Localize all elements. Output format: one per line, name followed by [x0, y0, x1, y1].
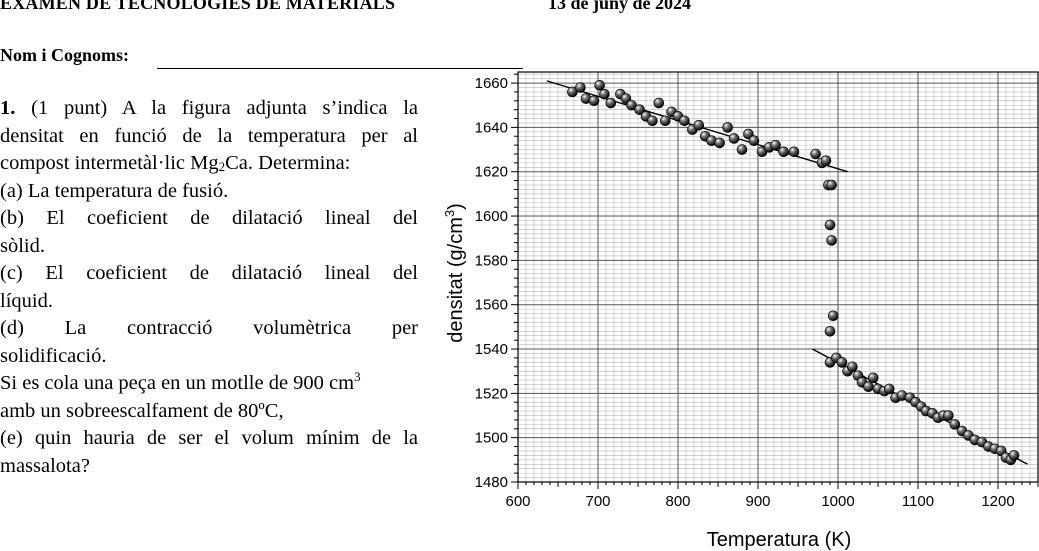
- y-axis-label-exponent: 3: [442, 210, 457, 217]
- data-point: [883, 383, 895, 395]
- y-axis-label-main: densitat (g/cm: [445, 217, 467, 343]
- question-1: 1. (1 punt) A la figura adjunta s’indica…: [0, 95, 418, 480]
- y-tick-label: 1580: [475, 252, 508, 269]
- data-point: [748, 135, 760, 147]
- data-point: [605, 97, 617, 109]
- data-point: [867, 372, 879, 384]
- data-point: [599, 88, 610, 100]
- exam-date: 13 de juny de 2024: [548, 0, 692, 13]
- axis-ticks: [511, 73, 1039, 489]
- name-field-label: Nom i Cognoms:: [0, 45, 129, 65]
- data-point: [788, 146, 800, 158]
- question-line-2: densitat en funció de la temperatura per…: [0, 124, 418, 147]
- casting-volume-exponent: 3: [354, 369, 361, 384]
- item-d: (d) La contracció volumètrica per: [0, 317, 418, 339]
- item-c-cont: líquid.: [0, 289, 53, 312]
- data-point: [770, 139, 781, 151]
- y-tick-label: 1520: [475, 385, 508, 402]
- data-point: [575, 82, 586, 93]
- data-point: [714, 137, 725, 149]
- x-tick-label: 1100: [902, 493, 934, 510]
- question-text: (1 punt) A la figura adjunta s’indica la: [15, 97, 418, 119]
- data-point: [594, 79, 605, 91]
- y-tick-label: 1660: [475, 75, 508, 92]
- casting-superheat: amb un sobreescalfament de 80ºC,: [0, 399, 284, 422]
- item-b: (b) El coeficient de dilatació lineal de…: [0, 207, 418, 229]
- data-point: [778, 146, 789, 158]
- data-point: [647, 115, 658, 127]
- data-point: [847, 361, 858, 373]
- data-point: [1008, 450, 1020, 461]
- y-axis-label-end: ): [445, 203, 467, 210]
- density-chart: 600 700 800 900 1000 1100 1200 1480 1500 1520 154…: [442, 71, 1039, 551]
- data-point: [736, 144, 748, 155]
- y-tick-label: 1560: [475, 297, 508, 314]
- data-point: [693, 119, 705, 131]
- x-tick-label: 700: [585, 493, 610, 510]
- data-point: [826, 179, 837, 191]
- y-tick-label: 1480: [475, 474, 508, 491]
- data-point: [824, 325, 836, 337]
- plot-frame: [517, 71, 1039, 483]
- data-points: [567, 79, 1020, 466]
- question-line-3: compost intermetàl·lic Mg2Ca. Determina:: [0, 150, 418, 178]
- item-e-cont: massalota?: [0, 454, 90, 477]
- item-c: (c) El coeficient de dilatació lineal de…: [0, 262, 418, 284]
- compound-subscript: 2: [218, 159, 226, 174]
- x-axis-label: Temperatura (K): [707, 529, 852, 551]
- data-point: [836, 357, 848, 368]
- data-point: [949, 419, 961, 430]
- data-point: [863, 381, 874, 393]
- x-tick-label: 1000: [821, 493, 854, 510]
- data-point: [722, 122, 733, 133]
- data-point: [824, 219, 836, 231]
- question-number: 1.: [0, 97, 16, 119]
- data-point: [626, 99, 637, 111]
- y-tick-label: 1540: [475, 341, 508, 358]
- casting-volume-text: Si es cola una peça en un motlle de 900 …: [0, 372, 355, 394]
- major-grid: [517, 72, 1038, 483]
- data-point: [943, 410, 954, 421]
- data-point: [653, 97, 665, 109]
- item-a: (a) La temperatura de fusió.: [0, 179, 229, 202]
- y-axis-label: densitat (g/cm3): [442, 203, 467, 343]
- data-point: [728, 133, 740, 144]
- casting-statement: Si es cola una peça en un motlle de 900 …: [0, 370, 418, 398]
- data-point: [588, 95, 600, 107]
- exam-title: EXAMEN DE TECNOLOGIES DE MATERIALS: [0, 0, 396, 13]
- x-tick-labels: 600 700 800 900 1000 1100 1200: [505, 493, 1014, 510]
- minor-grid: [518, 72, 1039, 482]
- data-point: [659, 115, 671, 127]
- y-tick-label: 1500: [475, 430, 508, 447]
- y-tick-label: 1600: [475, 208, 508, 225]
- name-field-line[interactable]: [157, 68, 523, 69]
- data-point: [634, 104, 645, 115]
- data-point: [820, 155, 832, 166]
- x-tick-label: 900: [745, 493, 770, 510]
- data-point: [826, 235, 837, 246]
- y-tick-label: 1620: [475, 164, 508, 181]
- data-point: [679, 115, 690, 127]
- x-tick-label: 800: [665, 493, 690, 510]
- item-e: (e) quin hauria de ser el volum mínim de…: [0, 427, 418, 449]
- data-point: [827, 310, 839, 322]
- compound-text: compost intermetàl·lic Mg: [0, 152, 219, 174]
- y-tick-label: 1640: [475, 119, 508, 136]
- y-tick-labels: 1480 1500 1520 1540 1560 1580 1600 1620 1640 1660: [475, 75, 508, 491]
- x-tick-label: 600: [505, 493, 530, 510]
- data-point: [567, 86, 578, 98]
- compound-text-end: Ca. Determina:: [225, 152, 351, 174]
- question-line-1: 1. (1 punt) A la figura adjunta s’indica…: [0, 95, 418, 123]
- x-tick-label: 1200: [981, 493, 1014, 510]
- item-d-cont: solidificació.: [0, 344, 107, 367]
- item-b-cont: sòlid.: [0, 234, 45, 257]
- data-point: [810, 148, 821, 160]
